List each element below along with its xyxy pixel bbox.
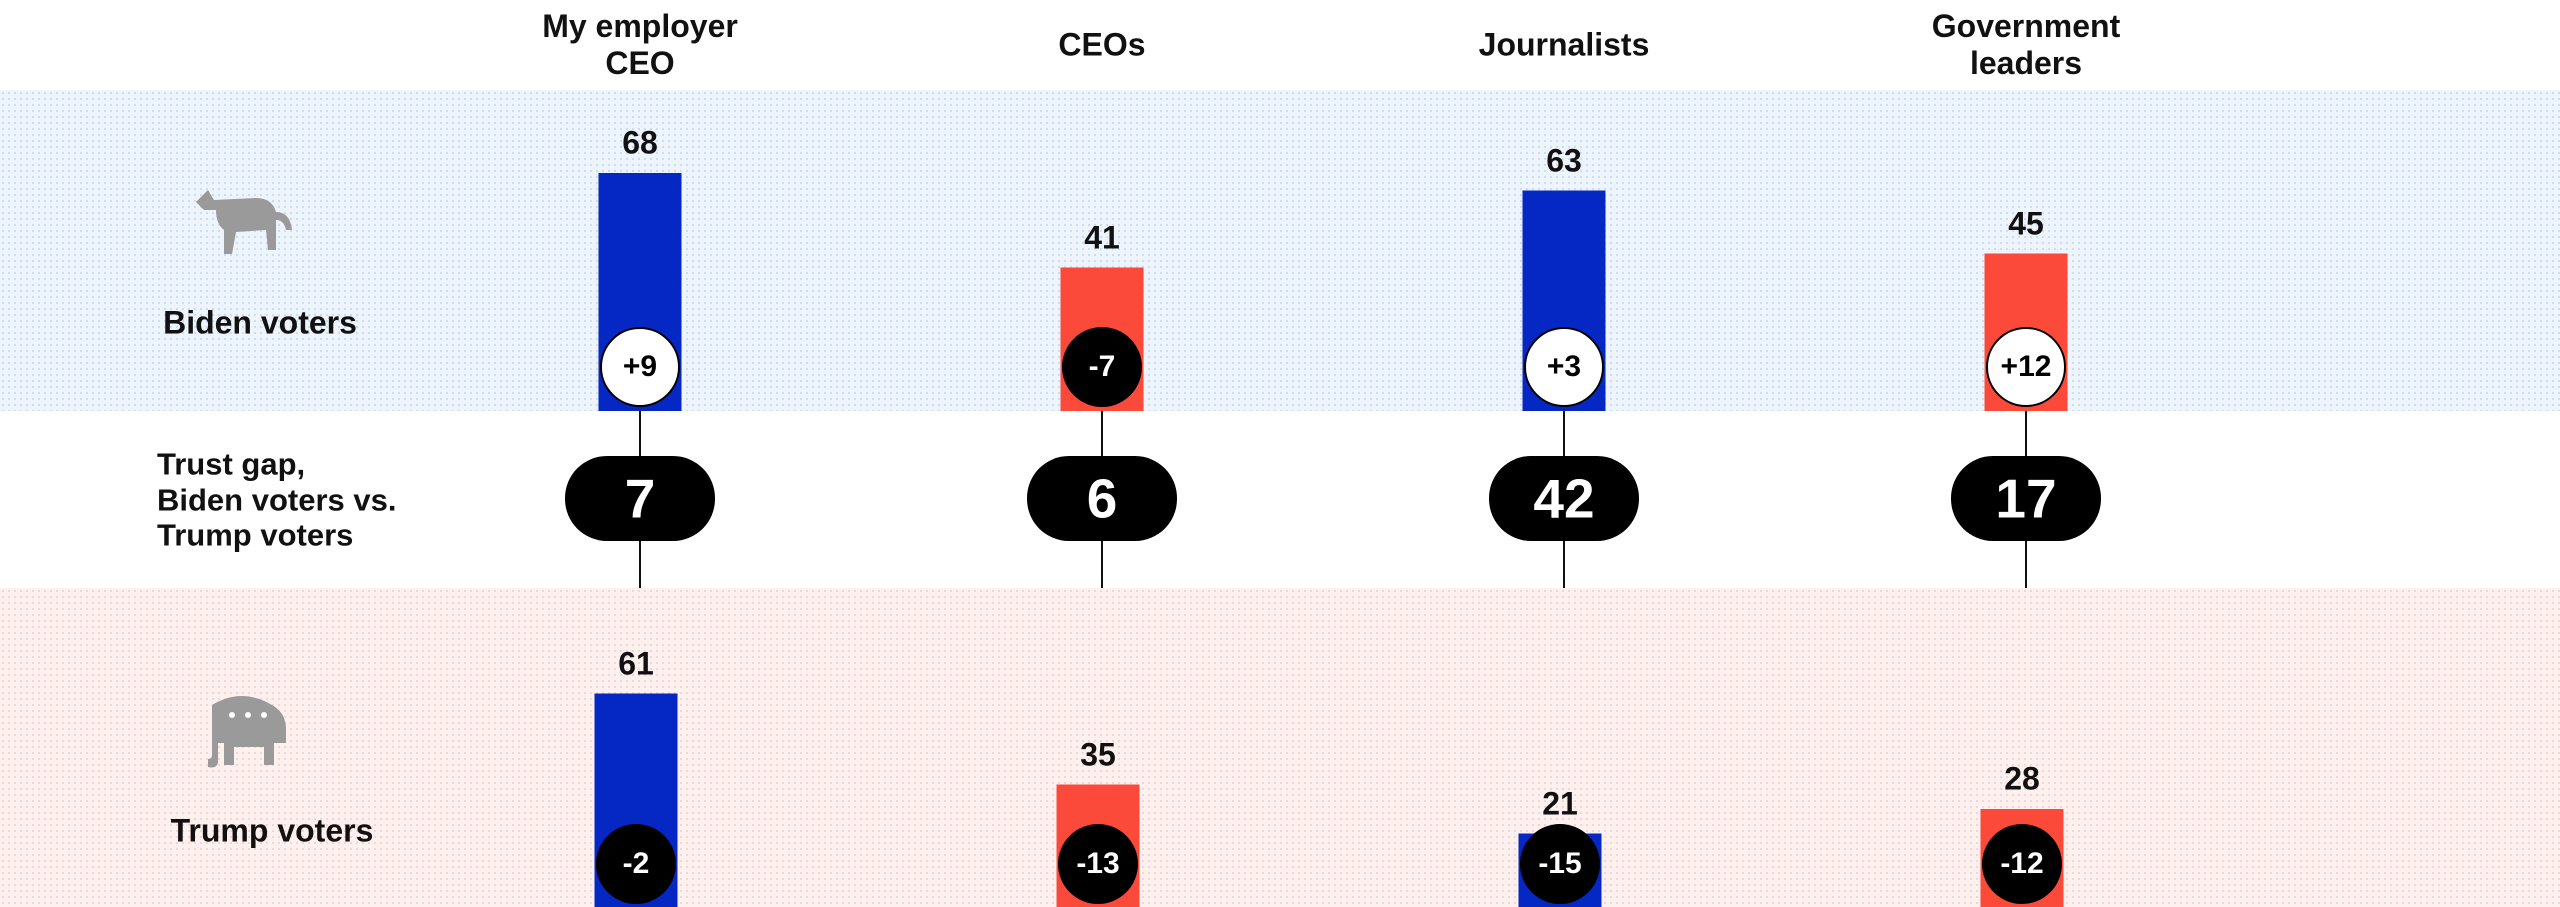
change-label: +3 xyxy=(1546,349,1582,383)
gap-value: 42 xyxy=(1533,467,1595,530)
value-label: 35 xyxy=(1080,736,1116,773)
category-label: My employer CEO xyxy=(542,8,738,81)
change-circle xyxy=(600,327,680,407)
change-circle xyxy=(1986,327,2066,407)
change-label: -2 xyxy=(622,846,650,880)
value-label: 45 xyxy=(2008,205,2044,242)
elephant-icon xyxy=(208,696,286,768)
gap-value: 7 xyxy=(624,467,656,530)
change-circle xyxy=(1982,824,2062,904)
change-label: -15 xyxy=(1538,846,1582,880)
value-label: 41 xyxy=(1084,219,1120,256)
series-label: Biden voters xyxy=(163,304,357,341)
gap-pill xyxy=(565,456,715,541)
series-label: Trump voters xyxy=(170,812,374,849)
value-label: 61 xyxy=(618,645,654,682)
change-label: -13 xyxy=(1076,846,1120,880)
value-label: 28 xyxy=(2004,760,2040,797)
gap-pill xyxy=(1027,456,1177,541)
category-label: CEOs xyxy=(1058,26,1146,63)
gap-pill xyxy=(1489,456,1639,541)
gap-label: Trust gap, Biden voters vs. Trump voters xyxy=(157,446,397,553)
value-label: 68 xyxy=(622,124,658,161)
gap-value: 17 xyxy=(1995,467,2057,530)
category-label: Government leaders xyxy=(1931,8,2121,81)
value-label: 63 xyxy=(1546,142,1582,179)
change-label: +12 xyxy=(2000,349,2052,383)
donkey-icon xyxy=(196,190,292,254)
change-circle xyxy=(1524,327,1604,407)
change-circle xyxy=(1058,824,1138,904)
change-circle xyxy=(1062,327,1142,407)
gap-pill xyxy=(1951,456,2101,541)
change-label: -12 xyxy=(2000,846,2044,880)
value-label: 21 xyxy=(1542,785,1578,822)
change-circle xyxy=(596,824,676,904)
change-label: -7 xyxy=(1088,349,1116,383)
change-circle xyxy=(1520,824,1600,904)
biden-panel xyxy=(0,90,2560,411)
category-label: Journalists xyxy=(1478,26,1650,63)
gap-value: 6 xyxy=(1086,467,1118,530)
change-label: +9 xyxy=(622,349,658,383)
trump-panel xyxy=(0,588,2560,907)
